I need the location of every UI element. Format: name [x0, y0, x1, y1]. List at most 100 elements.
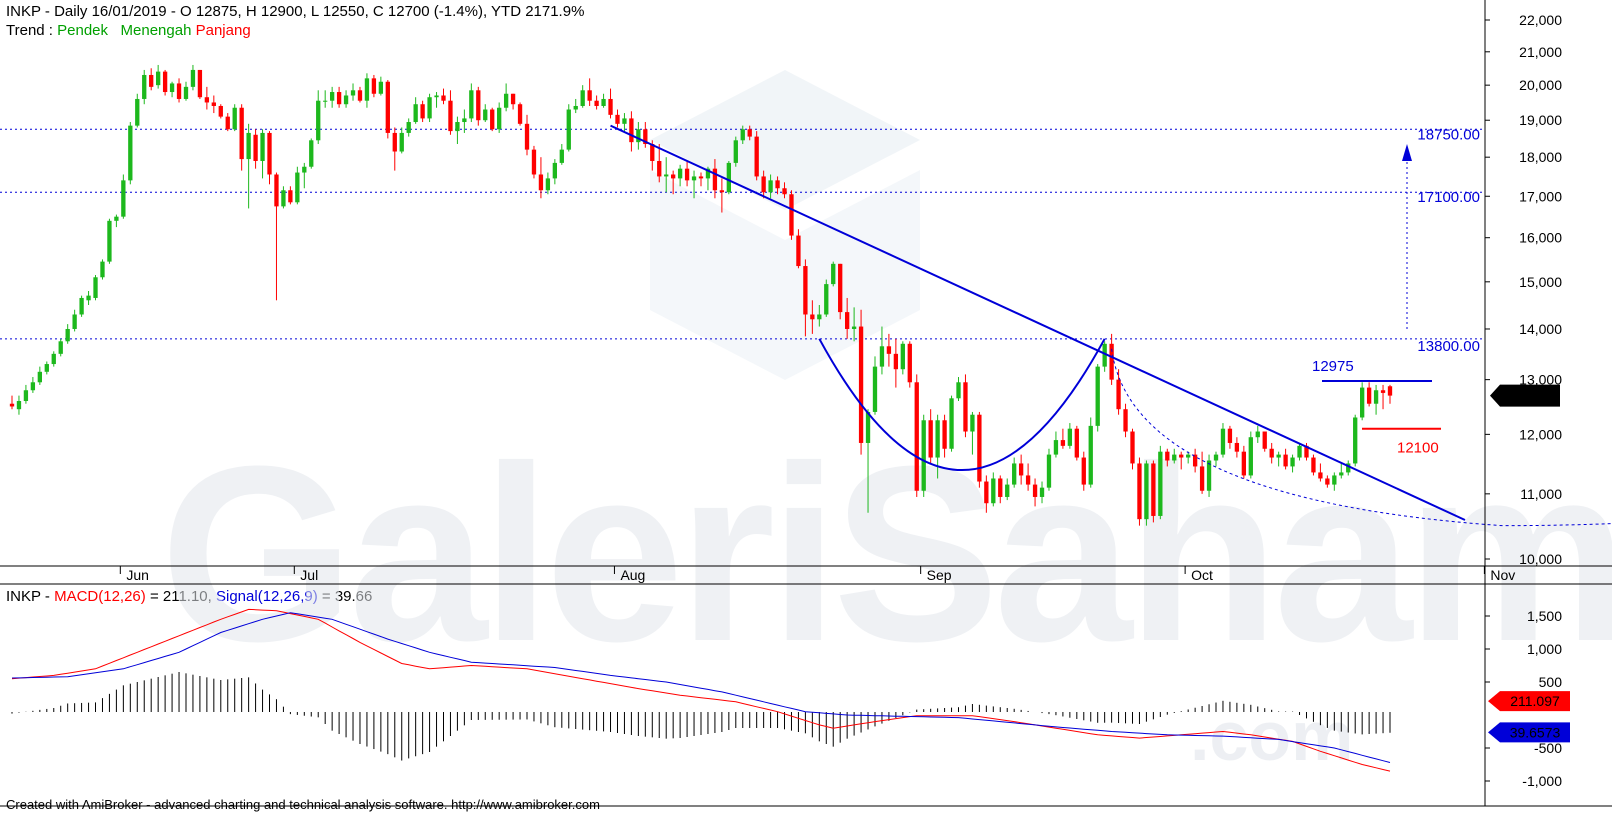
candle-body	[879, 346, 885, 367]
candle-body	[392, 132, 397, 152]
candle-body	[72, 314, 77, 329]
candle-body	[914, 382, 919, 491]
candle-body	[1241, 451, 1247, 476]
candle-body	[1046, 454, 1052, 488]
candle-body	[260, 132, 265, 161]
candle-body	[636, 129, 641, 143]
signal-value-tag	[1488, 722, 1570, 743]
resistance-label: 12975	[1312, 358, 1354, 375]
candle-body	[441, 95, 446, 101]
candle-body	[218, 105, 223, 117]
candle-body	[469, 90, 474, 119]
candle-body	[1123, 409, 1128, 432]
candle-body	[476, 90, 481, 121]
candle-body	[1227, 428, 1233, 443]
candle-body	[121, 180, 126, 217]
price-tick-label: 20,000	[1519, 77, 1562, 93]
overlays: 12975 12100	[610, 124, 1612, 527]
candle-body	[225, 116, 230, 130]
candle-body	[176, 83, 182, 99]
macd-value-label: 211.097	[1510, 693, 1560, 709]
chart-title: INKP - Daily 16/01/2019 - O 12875, H 129…	[6, 3, 584, 20]
candle-body	[1269, 448, 1274, 458]
trend-label: Trend :	[6, 22, 53, 39]
candle-body	[1060, 440, 1066, 446]
candle-body	[629, 118, 634, 143]
candle-body	[1172, 454, 1177, 461]
candle-body	[399, 132, 404, 152]
candle-body	[1339, 472, 1344, 476]
candle-body	[907, 343, 912, 383]
last-price-tag	[1490, 384, 1560, 407]
candle-body	[1095, 366, 1100, 426]
candle-body	[1325, 478, 1330, 485]
candle-body	[622, 118, 627, 124]
candle-body	[831, 263, 836, 285]
trend-long-label: Panjang	[195, 22, 251, 39]
candle-body	[858, 326, 864, 443]
month-label: Jul	[300, 567, 318, 583]
price-tick-label: 15,000	[1519, 274, 1562, 290]
candle-body	[58, 341, 63, 354]
footer-credit: Created with AmiBroker - advanced charti…	[6, 797, 600, 812]
watermark: GaleriSaham.com	[160, 70, 1612, 775]
macd-legend-value: = 211.10,	[149, 588, 212, 605]
candle-body	[601, 98, 606, 106]
candle-body	[587, 90, 592, 101]
candle-body	[462, 118, 467, 123]
candle-body	[671, 174, 676, 179]
candle-body	[580, 90, 585, 106]
candle-body	[16, 401, 22, 410]
candle-body	[316, 100, 321, 141]
candle-body	[531, 149, 537, 175]
candle-body	[100, 261, 105, 278]
candle-body	[483, 109, 488, 121]
candle-body	[155, 71, 161, 86]
candle-body	[991, 478, 996, 504]
chart-title-text: INKP - Daily 16/01/2019 - O 12875, H 129…	[6, 3, 585, 20]
price-tick-label: 12,000	[1519, 426, 1562, 442]
watermark-brand: GaleriSaham	[160, 414, 1612, 693]
candle-body	[1102, 343, 1107, 367]
candle-body	[86, 295, 91, 301]
trend-short-label: Pendek	[57, 22, 109, 39]
candle-body	[838, 263, 843, 313]
candle-body	[336, 92, 342, 105]
candle-body	[434, 95, 439, 98]
level-label: 13800.00	[1417, 338, 1480, 355]
candle-body	[232, 107, 237, 130]
candle-body	[1248, 437, 1253, 476]
month-label: Jun	[126, 567, 149, 583]
candle-body	[524, 123, 530, 150]
candle-body	[1081, 457, 1086, 485]
macd-tick-label: 500	[1539, 674, 1563, 690]
candle-body	[566, 109, 571, 150]
candle-body	[107, 220, 112, 262]
signal-legend-value: = 39.66	[321, 588, 373, 605]
candle-body	[1387, 386, 1393, 396]
candle-body	[935, 420, 940, 458]
candle-body	[1318, 472, 1323, 479]
price-tick-label: 19,000	[1519, 112, 1562, 128]
candles	[9, 64, 1393, 526]
candle-body	[789, 194, 794, 236]
candle-body	[1255, 431, 1260, 438]
price-tick-label: 17,000	[1519, 188, 1562, 204]
month-label: Aug	[620, 567, 645, 583]
candle-body	[761, 176, 766, 193]
candle-body	[93, 277, 98, 298]
candle-body	[350, 90, 356, 96]
candle-body	[664, 174, 669, 177]
candle-body	[1186, 454, 1191, 458]
candle-body	[643, 129, 648, 145]
candle-body	[197, 69, 203, 98]
candle-body	[844, 312, 850, 329]
candle-body	[1373, 390, 1379, 404]
candle-body	[1144, 463, 1149, 520]
candle-body	[1353, 417, 1358, 464]
candle-body	[142, 74, 147, 99]
candle-body	[977, 414, 982, 482]
candle-body	[900, 343, 905, 370]
candle-body	[796, 235, 801, 267]
